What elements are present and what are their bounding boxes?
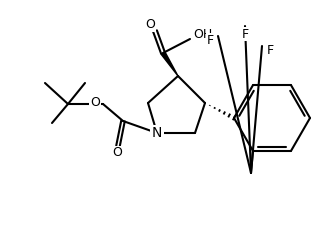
Text: OH: OH bbox=[193, 27, 213, 40]
Text: O: O bbox=[112, 146, 122, 159]
Text: F: F bbox=[266, 43, 273, 57]
Text: O: O bbox=[90, 97, 100, 109]
Text: N: N bbox=[152, 126, 162, 140]
Text: O: O bbox=[145, 18, 155, 31]
Text: F: F bbox=[241, 27, 249, 40]
Polygon shape bbox=[161, 52, 178, 76]
Text: F: F bbox=[206, 33, 214, 46]
